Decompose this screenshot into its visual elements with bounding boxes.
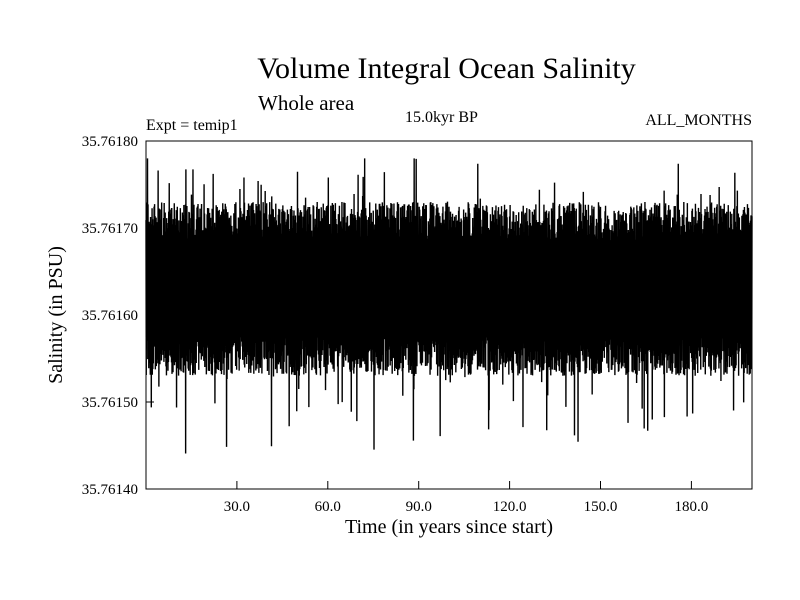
y-tick-label: 35.76160 [82, 308, 138, 324]
x-tick-label: 30.0 [224, 499, 250, 515]
x-tick-label: 120.0 [493, 499, 527, 515]
x-tick-label: 90.0 [406, 499, 432, 515]
x-tick-label: 60.0 [315, 499, 341, 515]
chart-subtitle: Whole area [258, 91, 355, 115]
y-tick-label: 35.76150 [82, 395, 138, 411]
y-tick-label: 35.76140 [82, 482, 138, 498]
y-axis-label: Salinity (in PSU) [45, 246, 67, 384]
y-tick-label: 35.76180 [82, 134, 138, 150]
months-label: ALL_MONTHS [645, 112, 752, 129]
x-tick-label: 150.0 [584, 499, 618, 515]
salinity-series-line [145, 158, 753, 454]
experiment-label: Expt = temip1 [146, 117, 238, 134]
y-tick-label: 35.76170 [82, 221, 138, 237]
period-label: 15.0kyr BP [405, 109, 478, 126]
x-tick-label: 180.0 [675, 499, 709, 515]
chart-title: Volume Integral Ocean Salinity [257, 52, 636, 85]
x-axis-label: Time (in years since start) [345, 516, 553, 538]
